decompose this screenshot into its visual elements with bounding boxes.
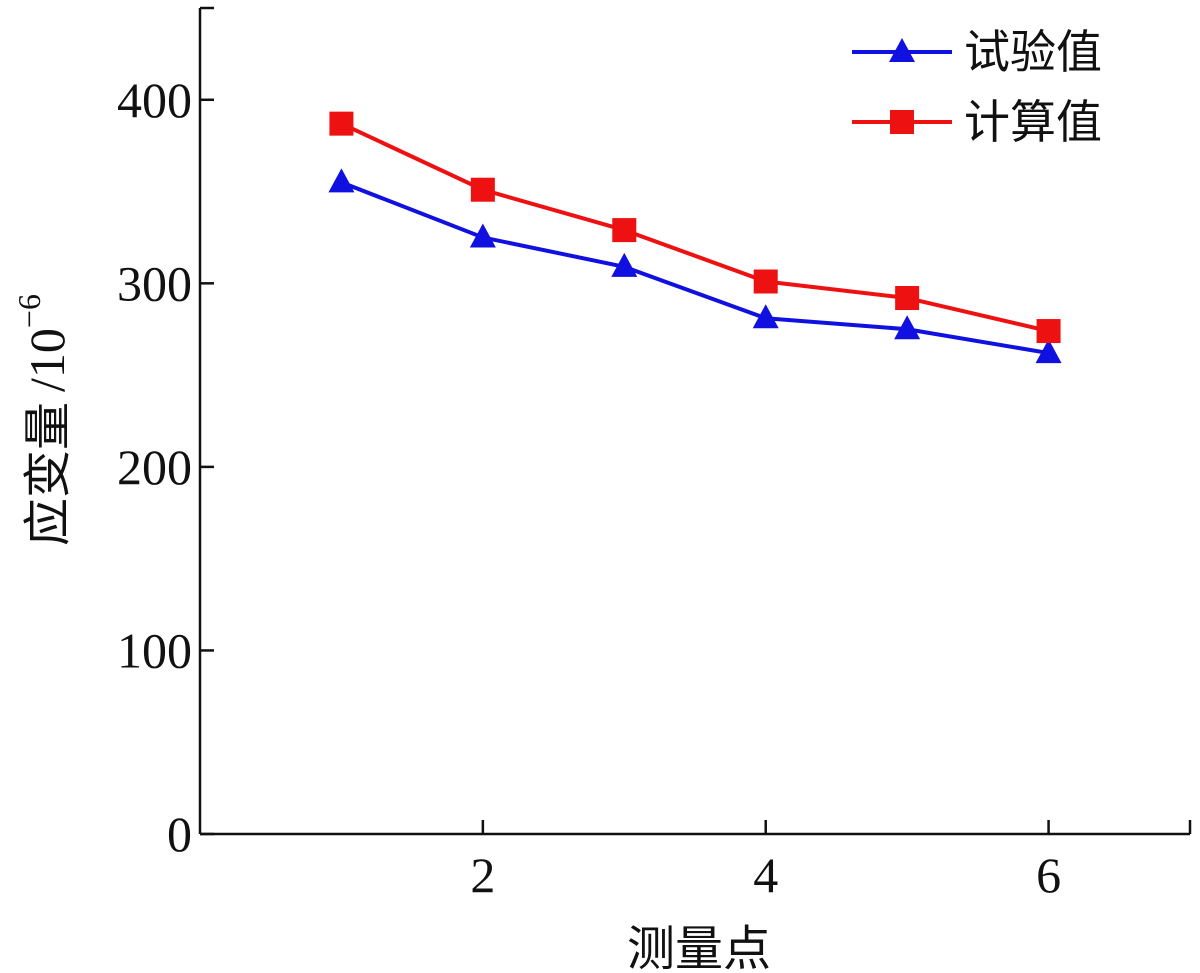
data-point xyxy=(1036,319,1061,344)
legend-marker xyxy=(890,110,914,134)
svg-text:应变量/10−6: 应变量/10−6 xyxy=(11,294,76,546)
y-axis-title-group: 应变量/10−6 xyxy=(11,294,76,546)
data-point xyxy=(611,252,638,277)
legend-label: 计算值 xyxy=(964,95,1102,149)
y-tick-label: 300 xyxy=(117,255,192,311)
series-line xyxy=(340,121,1050,334)
y-tick-label: 0 xyxy=(167,806,192,862)
data-point xyxy=(328,168,355,193)
x-axis-ticks: 2 4 6 xyxy=(470,820,1192,903)
legend-marker xyxy=(889,38,915,62)
series-line xyxy=(340,180,1049,356)
x-tick-label: 2 xyxy=(470,847,495,903)
data-point xyxy=(329,111,354,136)
series-1 xyxy=(328,168,1062,364)
y-tick-label: 400 xyxy=(117,72,192,128)
x-tick-label: 4 xyxy=(753,847,778,903)
data-point xyxy=(895,286,920,311)
data-point xyxy=(470,177,495,202)
x-axis-title: 测量点 xyxy=(627,921,771,973)
series-2 xyxy=(329,111,1061,344)
data-point xyxy=(1035,339,1062,364)
data-point xyxy=(612,218,637,243)
data-point xyxy=(753,269,778,294)
x-tick-label: 6 xyxy=(1036,847,1061,903)
data-point xyxy=(752,304,779,329)
data-point xyxy=(469,223,496,248)
legend-label: 试验值 xyxy=(964,25,1102,79)
series-layer xyxy=(328,111,1062,364)
y-tick-label: 200 xyxy=(117,439,192,495)
legend-item: 计算值 xyxy=(852,95,1102,149)
y-axis-ticks: 0 100 200 300 400 xyxy=(117,6,214,862)
y-axis-title: 应变量 xyxy=(20,402,76,546)
y-axis-unit-exponent: −6 xyxy=(11,294,47,328)
axes xyxy=(198,8,1190,836)
legend-item: 试验值 xyxy=(852,25,1102,79)
data-point xyxy=(894,315,921,340)
y-axis-unit: /10 xyxy=(19,328,75,392)
y-tick-label: 100 xyxy=(117,622,192,678)
